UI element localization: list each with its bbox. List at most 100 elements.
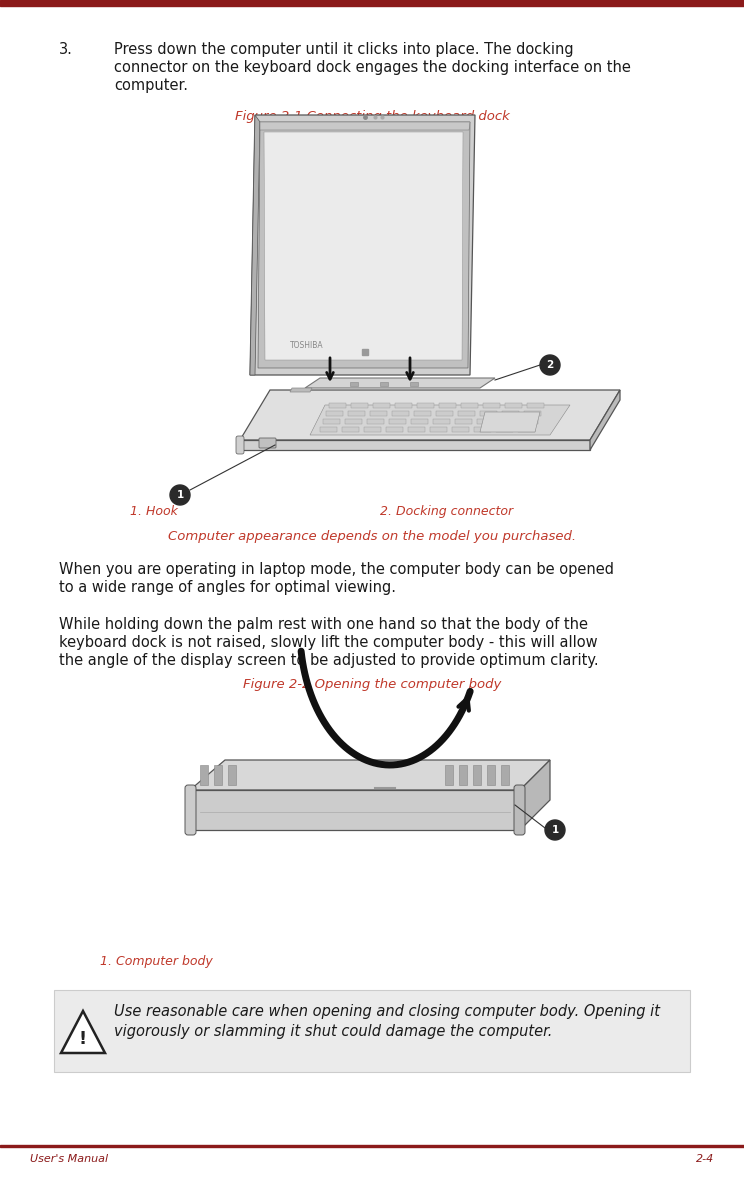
Bar xyxy=(389,419,406,424)
Bar xyxy=(386,427,403,432)
Bar xyxy=(414,411,431,416)
Polygon shape xyxy=(520,760,550,830)
Bar xyxy=(326,411,343,416)
Polygon shape xyxy=(480,411,540,432)
Polygon shape xyxy=(305,378,495,388)
Text: 2. Docking connector: 2. Docking connector xyxy=(380,505,513,518)
Bar xyxy=(458,411,475,416)
Bar xyxy=(436,411,453,416)
Polygon shape xyxy=(240,440,590,450)
Bar xyxy=(320,427,337,432)
Polygon shape xyxy=(250,116,260,375)
Bar xyxy=(410,382,418,386)
Bar xyxy=(411,419,428,424)
Bar xyxy=(518,427,535,432)
Text: 2: 2 xyxy=(546,360,554,370)
Polygon shape xyxy=(258,121,470,368)
Bar xyxy=(452,427,469,432)
Bar xyxy=(367,419,384,424)
Bar xyxy=(455,419,472,424)
Text: 2-4: 2-4 xyxy=(696,1154,714,1164)
Text: the angle of the display screen to be adjusted to provide optimum clarity.: the angle of the display screen to be ad… xyxy=(59,653,599,668)
Polygon shape xyxy=(310,406,570,435)
Text: Computer appearance depends on the model you purchased.: Computer appearance depends on the model… xyxy=(168,531,576,544)
Polygon shape xyxy=(260,121,470,130)
Circle shape xyxy=(545,821,565,839)
Bar xyxy=(480,411,497,416)
Bar xyxy=(461,403,478,408)
Bar xyxy=(521,419,538,424)
Polygon shape xyxy=(190,790,520,830)
Text: vigorously or slamming it shut could damage the computer.: vigorously or slamming it shut could dam… xyxy=(114,1025,552,1039)
Bar xyxy=(373,403,390,408)
Polygon shape xyxy=(264,132,463,360)
Text: Figure 2-1 Connecting the keyboard dock: Figure 2-1 Connecting the keyboard dock xyxy=(234,110,510,123)
Bar xyxy=(0,1145,744,1147)
Polygon shape xyxy=(61,1012,105,1053)
Bar xyxy=(0,0,744,6)
Text: 1. Computer body: 1. Computer body xyxy=(100,955,213,968)
Text: Press down the computer until it clicks into place. The docking: Press down the computer until it clicks … xyxy=(114,42,574,57)
Text: 1: 1 xyxy=(551,825,559,835)
Bar xyxy=(392,411,409,416)
Polygon shape xyxy=(290,388,312,391)
Bar xyxy=(348,411,365,416)
Text: When you are operating in laptop mode, the computer body can be opened: When you are operating in laptop mode, t… xyxy=(59,562,614,577)
Bar xyxy=(502,411,519,416)
Bar xyxy=(483,403,500,408)
Text: connector on the keyboard dock engages the docking interface on the: connector on the keyboard dock engages t… xyxy=(114,60,631,75)
Bar xyxy=(228,765,236,785)
Polygon shape xyxy=(240,390,620,440)
Bar xyxy=(430,427,447,432)
Text: 3.: 3. xyxy=(59,42,73,57)
Bar xyxy=(433,419,450,424)
Bar xyxy=(350,382,358,386)
FancyBboxPatch shape xyxy=(514,785,525,835)
Bar xyxy=(459,765,467,785)
FancyBboxPatch shape xyxy=(259,439,276,448)
Bar xyxy=(501,765,509,785)
Bar xyxy=(342,427,359,432)
Bar xyxy=(395,403,412,408)
Circle shape xyxy=(540,355,560,375)
Bar xyxy=(445,765,453,785)
Bar xyxy=(524,411,541,416)
Text: 1. Hook: 1. Hook xyxy=(130,505,178,518)
Text: 1: 1 xyxy=(176,490,184,500)
Bar xyxy=(496,427,513,432)
Text: TOSHIBA: TOSHIBA xyxy=(290,341,324,350)
Bar xyxy=(351,403,368,408)
Text: Use reasonable care when opening and closing computer body. Opening it: Use reasonable care when opening and clo… xyxy=(114,1005,660,1019)
Bar xyxy=(477,419,494,424)
Bar xyxy=(439,403,456,408)
Bar xyxy=(499,419,516,424)
Bar xyxy=(214,765,222,785)
Text: to a wide range of angles for optimal viewing.: to a wide range of angles for optimal vi… xyxy=(59,580,396,595)
Bar xyxy=(370,411,387,416)
Bar xyxy=(329,403,346,408)
Bar xyxy=(474,427,491,432)
Text: keyboard dock is not raised, slowly lift the computer body - this will allow: keyboard dock is not raised, slowly lift… xyxy=(59,635,597,650)
Bar xyxy=(505,403,522,408)
Bar xyxy=(323,419,340,424)
Circle shape xyxy=(170,485,190,505)
Text: While holding down the palm rest with one hand so that the body of the: While holding down the palm rest with on… xyxy=(59,617,588,632)
Text: !: ! xyxy=(79,1030,87,1048)
Bar xyxy=(345,419,362,424)
Polygon shape xyxy=(250,116,475,375)
FancyBboxPatch shape xyxy=(236,436,244,454)
Bar xyxy=(408,427,425,432)
Bar xyxy=(487,765,495,785)
Polygon shape xyxy=(590,390,620,450)
Polygon shape xyxy=(190,760,550,790)
Bar xyxy=(473,765,481,785)
FancyBboxPatch shape xyxy=(54,990,690,1072)
Text: User's Manual: User's Manual xyxy=(30,1154,108,1164)
Bar xyxy=(200,765,208,785)
Bar xyxy=(417,403,434,408)
Bar xyxy=(380,382,388,386)
Bar xyxy=(527,403,544,408)
Bar xyxy=(364,427,381,432)
Text: Figure 2-2 Opening the computer body: Figure 2-2 Opening the computer body xyxy=(243,678,501,691)
FancyBboxPatch shape xyxy=(185,785,196,835)
